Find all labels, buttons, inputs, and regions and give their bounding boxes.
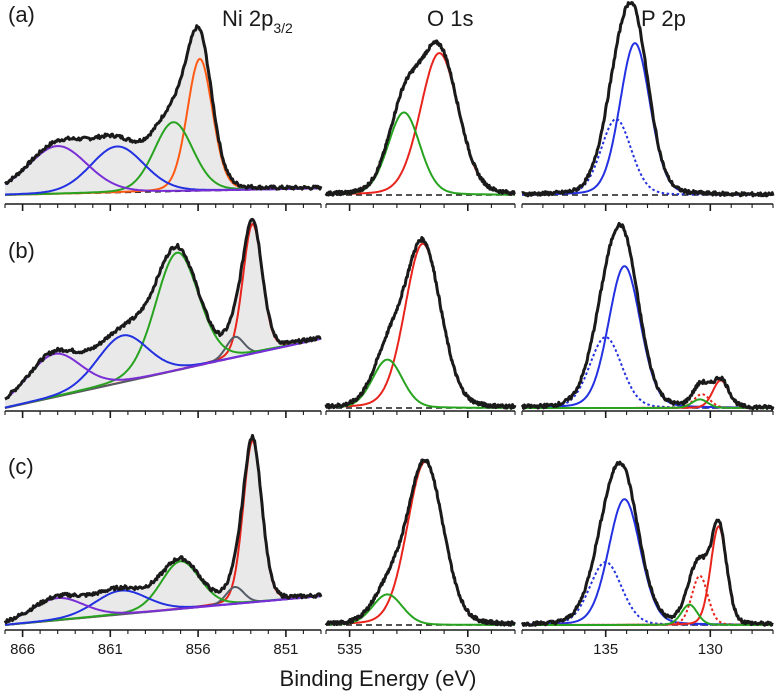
component-green-2 — [4, 251, 322, 409]
component-purple-4 — [4, 337, 322, 401]
envelope-curve — [520, 221, 775, 411]
row-label-a: (a) — [8, 2, 35, 27]
envelope-curve — [521, 1, 775, 198]
title-ni-main: Ni 2p — [222, 6, 273, 31]
component-blue-0 — [522, 265, 773, 409]
title-ni-2p: Ni 2p3/2 — [222, 6, 293, 36]
component-green-1 — [326, 111, 516, 196]
x-tick-label: 135 — [593, 641, 618, 658]
component-purple-4 — [4, 595, 322, 623]
panel-1-0 — [324, 39, 516, 211]
row-label-b: (b) — [8, 238, 35, 263]
envelope-fill — [5, 218, 321, 408]
envelope-curve — [4, 24, 323, 191]
panel-2-2: 135 130 — [520, 460, 774, 658]
component-red-0 — [326, 52, 515, 196]
panel-0-0 — [4, 24, 323, 211]
component-blue-0 — [522, 42, 773, 196]
title-o-1s: O 1s — [427, 6, 473, 31]
x-tick-label: 130 — [698, 641, 723, 658]
panel-1-2: 535 530 — [324, 458, 517, 658]
component-green-4 — [522, 398, 773, 409]
envelope-curve — [4, 217, 322, 401]
x-tick-label: 861 — [98, 641, 123, 658]
panel-grid: 866 861 856 851 535 530 135 130 — [3, 1, 775, 658]
component-blue-1 — [522, 118, 773, 196]
envelope-curve — [324, 236, 517, 410]
x-tick-label: 530 — [455, 641, 480, 658]
component-red-0 — [326, 460, 515, 625]
component-blue-0 — [522, 498, 773, 626]
envelope-fill — [5, 437, 321, 625]
panel-2-1 — [520, 221, 775, 418]
x-tick-label: 856 — [186, 641, 211, 658]
x-tick-label: 851 — [273, 641, 298, 658]
envelope-fill — [5, 27, 321, 196]
title-ni-sub: 3/2 — [273, 20, 293, 36]
envelope-curve — [520, 460, 774, 627]
panel-2-0 — [521, 1, 775, 211]
row-label-c: (c) — [8, 454, 34, 479]
panel-1-1 — [324, 236, 517, 418]
panel-0-1 — [4, 217, 322, 418]
title-p-2p: P 2p — [641, 6, 686, 31]
component-red-0 — [326, 242, 516, 408]
component-green-4 — [522, 603, 773, 626]
x-tick-label: 535 — [337, 641, 362, 658]
panel-0-2: 866 861 856 851 — [3, 433, 323, 658]
x-axis-title: Binding Energy (eV) — [280, 666, 477, 691]
envelope-curve — [3, 433, 323, 624]
envelope-curve — [324, 458, 517, 627]
envelope-curve — [324, 39, 516, 197]
x-tick-label: 866 — [10, 641, 35, 658]
